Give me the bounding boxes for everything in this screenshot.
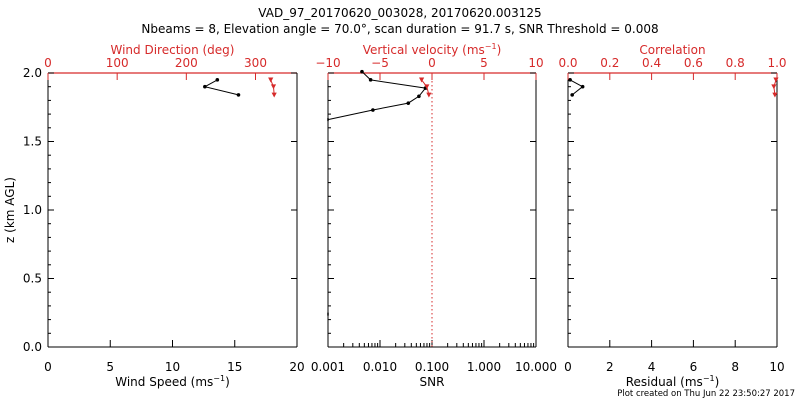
panel-2-series-0-point — [568, 78, 572, 82]
panel-1-xlabel-top-main: Vertical velocity (ms — [363, 43, 485, 57]
panel-1-xtick-label-top: −5 — [371, 56, 389, 70]
panel-2-xtick-label-bottom: 4 — [648, 360, 656, 374]
ytick-label: 0.5 — [23, 272, 42, 286]
panel-2-xlabel-top: Correlation — [639, 43, 705, 57]
panel-0-series-0-point — [236, 93, 241, 97]
panel-1-series-1-point — [419, 77, 425, 83]
panel-1-xtick-label-bottom: 0.001 — [311, 360, 345, 374]
panel-0-xlabel-bottom: Wind Speed (ms−1) — [115, 374, 230, 389]
panel-2-xtick-label-top: 1.0 — [767, 56, 786, 70]
panel-2-xtick-label-top: 0.4 — [642, 56, 661, 70]
panel-0-xtick-label-bottom: 20 — [289, 360, 304, 374]
panel-0-series-0-point — [215, 78, 220, 82]
plot-footer: Plot created on Thu Jun 22 23:50:27 2017 — [617, 389, 795, 399]
panel-1-xlabel-bottom: SNR — [420, 375, 445, 389]
ytick-label: 1.5 — [23, 135, 42, 149]
panel-2-xtick-label-top: 0.8 — [726, 56, 745, 70]
panel-2-series-0-point — [570, 93, 574, 97]
panel-2-xtick-label-bottom: 10 — [769, 360, 784, 374]
panel-1-xtick-label-bottom: 0.100 — [415, 360, 449, 374]
panel-2-xlabel-bottom-end: ) — [715, 375, 720, 389]
panel-2-series-1-point — [772, 92, 778, 98]
panel-0-xtick-label-top: 300 — [244, 56, 267, 70]
panel-1-series-1-point — [426, 92, 432, 98]
panel-1-xlabel-bottom-main: SNR — [420, 375, 445, 389]
panel-0-xlabel-top: Wind Direction (deg) — [111, 43, 235, 57]
panel-0-xlabel-bottom-end: ) — [225, 375, 230, 389]
ytick-label: 0.0 — [23, 340, 42, 354]
panel-0-xtick-label-bottom: 15 — [227, 360, 242, 374]
panel-1-xtick-label-top: −10 — [315, 56, 340, 70]
panel-1-xtick-label-bottom: 0.010 — [363, 360, 397, 374]
ytick-label: 2.0 — [23, 66, 42, 80]
panel-0-series-0-point — [203, 84, 207, 89]
panel-0-xlabel-bottom-main: Wind Speed (ms — [115, 375, 213, 389]
panel-1-xlabel-top: Vertical velocity (ms−1) — [363, 42, 502, 57]
panel-0-xtick-label-bottom: 10 — [165, 360, 180, 374]
panel-1-series-0-point — [371, 108, 375, 112]
panel-0-series-1-point — [268, 77, 274, 83]
plot-subtitle: Nbeams = 8, Elevation angle = 70.0°, sca… — [141, 22, 658, 36]
panel-1-xlabel-top-end: ) — [497, 43, 502, 57]
ylabel: z (km AGL) — [3, 177, 17, 243]
panel-1-xtick-label-top: 0 — [428, 56, 436, 70]
panel-2-xlabel-bottom-main: Residual (ms — [626, 375, 703, 389]
ytick-label: 1.0 — [23, 203, 42, 217]
panel-1-series-0-point — [368, 78, 373, 82]
panel-0-series-1-point — [271, 92, 277, 98]
panel-2-xtick-label-top: 0.2 — [600, 56, 619, 70]
panel-0-xtick-label-top: 100 — [106, 56, 129, 70]
panel-0-xtick-label-top: 200 — [175, 56, 198, 70]
panel-2-xlabel-top-main: Correlation — [639, 43, 705, 57]
panel-2-xtick-label-top: 0.6 — [684, 56, 703, 70]
panel-0-xlabel-top-main: Wind Direction (deg) — [111, 43, 235, 57]
panel-0-xtick-label-bottom: 5 — [106, 360, 114, 374]
panel-2-series-1-point — [773, 77, 779, 83]
panel-0-series-0-line — [203, 79, 239, 96]
panel-1-xlabel-top-sup: −1 — [485, 42, 497, 51]
panel-1-series-0-line — [327, 71, 427, 121]
panel-2-series-0-point — [580, 84, 585, 89]
panel-2-xtick-label-bottom: 2 — [606, 360, 614, 374]
panel-1-xtick-label-bottom: 1.000 — [467, 360, 501, 374]
panel-0-xlabel-bottom-sup: −1 — [213, 374, 225, 383]
panel-1-series-0-point — [360, 69, 364, 74]
panel-2-xlabel-bottom-sup: −1 — [703, 374, 715, 383]
panel-2-xtick-label-bottom: 0 — [564, 360, 572, 374]
panel-2-xlabel-bottom: Residual (ms−1) — [626, 374, 720, 389]
panel-0-series-1-point — [270, 84, 277, 90]
panel-0-xtick-label-bottom: 0 — [44, 360, 52, 374]
panel-2-series-0-line — [569, 79, 584, 96]
panel-2-xtick-label-bottom: 6 — [690, 360, 698, 374]
panel-2-series-1-point — [771, 84, 777, 90]
panel-1-series-1-point — [424, 84, 430, 90]
panel-1-xtick-label-bottom: 10.000 — [515, 360, 557, 374]
panel-0-xtick-label-top: 0 — [44, 56, 52, 70]
panel-2-xtick-label-top: 0.0 — [558, 56, 577, 70]
panel-1-xtick-label-top: 10 — [528, 56, 543, 70]
plot-title: VAD_97_20170620_003028, 20170620.003125 — [258, 6, 541, 20]
panel-1-xtick-label-top: 5 — [480, 56, 488, 70]
panel-2-xtick-label-bottom: 8 — [731, 360, 739, 374]
panel-1-series-0-point — [417, 94, 421, 99]
panel-1-series-0-point — [406, 101, 411, 105]
